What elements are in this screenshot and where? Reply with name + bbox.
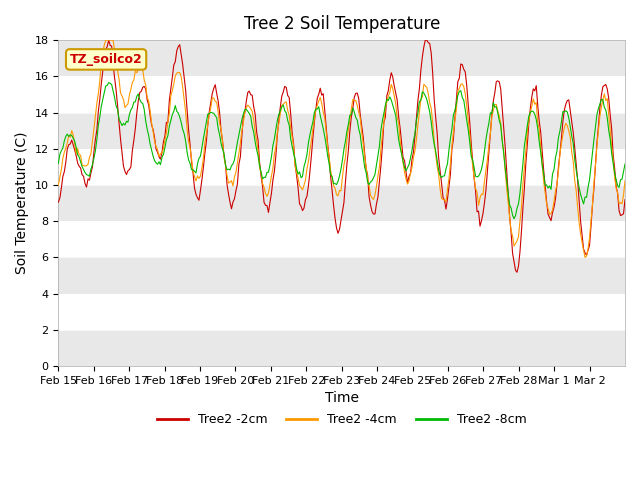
Legend: Tree2 -2cm, Tree2 -4cm, Tree2 -8cm: Tree2 -2cm, Tree2 -4cm, Tree2 -8cm	[152, 408, 532, 432]
Y-axis label: Soil Temperature (C): Soil Temperature (C)	[15, 132, 29, 274]
Bar	[58, 185, 625, 221]
Bar	[58, 40, 625, 76]
Bar	[58, 330, 625, 366]
X-axis label: Time: Time	[324, 391, 358, 405]
Bar	[58, 112, 625, 149]
Text: TZ_soilco2: TZ_soilco2	[70, 53, 143, 66]
Bar	[58, 257, 625, 294]
Title: Tree 2 Soil Temperature: Tree 2 Soil Temperature	[243, 15, 440, 33]
